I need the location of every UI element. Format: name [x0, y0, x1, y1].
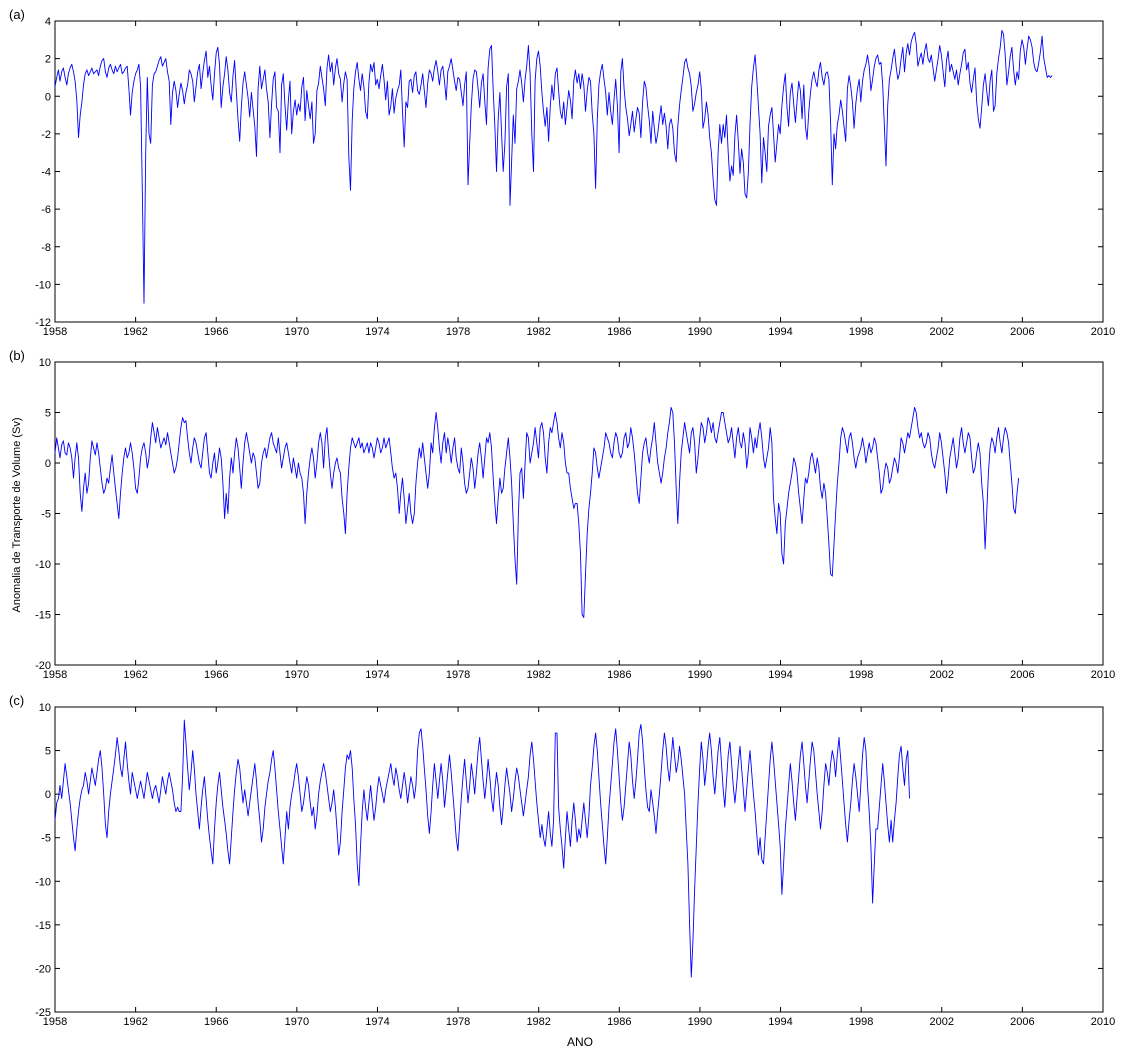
- y-tick-label: -12: [35, 317, 51, 329]
- y-tick-label: -10: [35, 279, 51, 291]
- y-axis-label: Anomalia de Transporte de Volume (Sv): [11, 417, 23, 612]
- axes-frame: [54, 361, 1104, 666]
- panel-c: (c) 1958 1962 1966 1970 1974 1978 1982 1986 1990 1…: [9, 693, 1115, 1028]
- y-tick-label: 0: [45, 789, 51, 801]
- x-tick-label: 2002: [930, 326, 954, 338]
- x-tick-label: 1974: [365, 326, 389, 338]
- x-tick-label: 1982: [526, 1016, 550, 1028]
- x-tick-label: 2002: [930, 1016, 954, 1028]
- panel-label: (a): [9, 7, 25, 22]
- x-tick-label: 1998: [849, 1016, 873, 1028]
- x-tick-label: 1978: [446, 1016, 470, 1028]
- x-tick-label: 1990: [688, 326, 712, 338]
- y-tick-label: -5: [41, 833, 51, 845]
- y-tick-label: 0: [45, 91, 51, 103]
- panel-label: (b): [9, 348, 25, 363]
- x-tick-label: 2010: [1091, 1016, 1115, 1028]
- y-tick-label: 5: [45, 746, 51, 758]
- x-tick-label: 1982: [526, 669, 550, 681]
- y-tick-label: 0: [45, 458, 51, 470]
- x-tick-label: 2002: [930, 669, 954, 681]
- x-tick-label: 1990: [688, 669, 712, 681]
- panel-a: (a) 1958 1962 1966 1970 1974 1978 1982 1986 1990 1…: [9, 7, 1115, 338]
- x-tick-label: 1966: [204, 669, 228, 681]
- panel-label: (c): [9, 693, 24, 708]
- x-tick-label: 1966: [204, 326, 228, 338]
- x-tick-label: 1994: [768, 669, 792, 681]
- y-tick-label: -6: [41, 204, 51, 216]
- x-tick-label: 1978: [446, 326, 470, 338]
- x-tick-label: 2006: [1010, 669, 1034, 681]
- x-tick-label: 2006: [1010, 326, 1034, 338]
- y-tick-label: -10: [35, 876, 51, 888]
- y-tick-label: -20: [35, 963, 51, 975]
- x-tick-label: 1986: [607, 326, 631, 338]
- x-axis-label: ANO: [567, 1035, 593, 1049]
- y-tick-label: -8: [41, 242, 51, 254]
- x-tick-label: 1970: [285, 326, 309, 338]
- y-tick-label: 4: [45, 16, 51, 28]
- x-tick-label: 1962: [123, 669, 147, 681]
- y-tick-label: -25: [35, 1007, 51, 1019]
- x-tick-label: 1970: [285, 1016, 309, 1028]
- x-tick-label: 1962: [123, 326, 147, 338]
- y-tick-label: -15: [35, 610, 51, 622]
- x-tick-label: 1986: [607, 669, 631, 681]
- y-tick-label: 5: [45, 408, 51, 420]
- x-tick-label: 1958: [43, 1016, 67, 1028]
- y-tick-label: -10: [35, 559, 51, 571]
- y-tick-label: 10: [39, 357, 51, 369]
- x-tick-label: 1962: [123, 1016, 147, 1028]
- y-tick-label: -5: [41, 509, 51, 521]
- x-tick-label: 1990: [688, 1016, 712, 1028]
- x-tick-label: 1966: [204, 1016, 228, 1028]
- series-line: [54, 719, 910, 978]
- series-line: [54, 29, 1053, 304]
- y-tick-label: -15: [35, 920, 51, 932]
- x-tick-label: 1978: [446, 669, 470, 681]
- y-tick-label: -20: [35, 660, 51, 672]
- y-tick-label: 2: [45, 54, 51, 66]
- x-tick-label: 1970: [285, 669, 309, 681]
- axes-frame: [54, 20, 1104, 323]
- x-tick-label: 1982: [526, 326, 550, 338]
- y-tick-label: 10: [39, 702, 51, 714]
- x-tick-label: 1994: [768, 1016, 792, 1028]
- x-tick-label: 1994: [768, 326, 792, 338]
- x-tick-label: 1958: [43, 326, 67, 338]
- y-tick-label: -4: [41, 167, 51, 179]
- x-tick-label: 1998: [849, 326, 873, 338]
- x-tick-label: 1974: [365, 669, 389, 681]
- y-tick-label: -2: [41, 129, 51, 141]
- x-tick-label: 2010: [1091, 326, 1115, 338]
- x-tick-label: 2010: [1091, 669, 1115, 681]
- series-line: [54, 406, 1020, 618]
- x-tick-label: 2006: [1010, 1016, 1034, 1028]
- x-tick-label: 1986: [607, 1016, 631, 1028]
- panel-b: (b) 1958 1962 1966 1970 1974 1978 1982 1986 1990 1…: [9, 348, 1115, 681]
- x-tick-label: 1974: [365, 1016, 389, 1028]
- x-tick-label: 1958: [43, 669, 67, 681]
- x-tick-label: 1998: [849, 669, 873, 681]
